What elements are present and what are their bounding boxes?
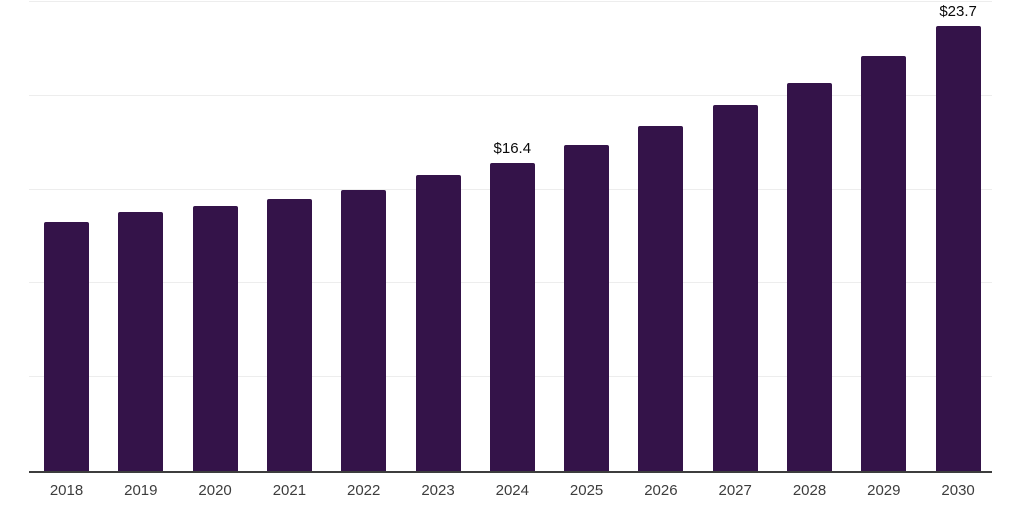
x-axis-tick-label: 2023 [421,482,455,499]
x-axis-tick-label: 2030 [941,482,975,499]
x-axis-tick-label: 2029 [867,482,901,499]
bar-2021 [266,198,312,471]
x-axis-tick-label: 2024 [495,482,529,499]
gridline [29,1,992,2]
x-axis: 2018 2019 2020 2021 2022 2023 2024 2025 2026 2027… [29,483,992,503]
x-axis-tick-label: 2026 [644,482,678,499]
bar-2022 [341,189,387,471]
bar-2023 [415,174,461,471]
x-axis-tick-label: 2021 [272,482,307,499]
bar-2028 [787,82,832,471]
bar-2029 [861,56,907,471]
x-axis-tick-label: 2027 [718,482,752,499]
gridline [29,94,992,96]
x-axis-tick-label: 2020 [198,482,232,499]
x-axis-tick-label: 2022 [347,482,381,499]
plot-area: $16.4 $23.7 [29,1,992,473]
x-axis-tick-label: 2025 [569,482,604,499]
bar-2018 [44,221,89,471]
bar-2030 [935,26,981,471]
bar-2026 [638,125,684,471]
bar-2025 [564,144,610,471]
x-axis-tick-label: 2018 [49,482,84,499]
x-axis-tick-label: 2019 [124,482,158,499]
bar-2027 [712,105,758,471]
bar-value-label: $16.4 [493,140,532,158]
bar-2024 [489,163,535,471]
bar-2019 [118,212,164,471]
x-axis-tick-label: 2028 [792,482,827,499]
bar-value-label: $23.7 [939,3,977,21]
bar-2020 [192,206,238,471]
